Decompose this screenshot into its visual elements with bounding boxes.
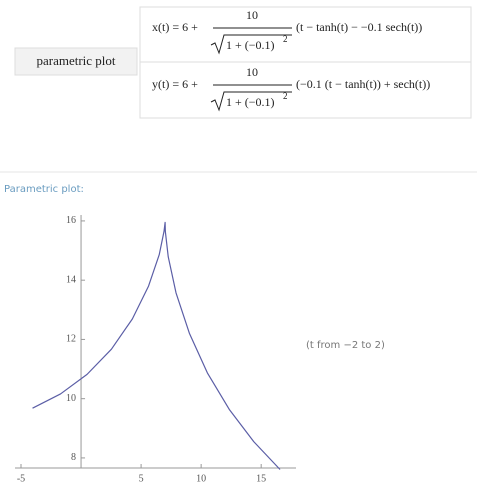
x-tick-label: 15 — [256, 473, 266, 484]
lhs: x(t) = 6 + — [152, 20, 198, 34]
curve — [32, 221, 281, 470]
button-label[interactable]: parametric plot — [36, 53, 115, 68]
formula-x: x(t) = 6 + 10 1 + (−0.1) 2 (t − tanh(t) … — [152, 8, 422, 55]
rhs: (−0.1 (t − tanh(t)) + sech(t)) — [296, 77, 430, 91]
radicand: 1 + (−0.1) — [226, 38, 275, 52]
x-tick-label: -5 — [17, 473, 25, 484]
exponent: 2 — [283, 34, 288, 44]
y-tick-label: 8 — [71, 452, 76, 463]
x-tick-label: 5 — [139, 473, 144, 484]
exponent: 2 — [283, 91, 288, 101]
plot: -5 5 10 15 8 10 12 14 16 — [15, 215, 296, 484]
y-tick-label: 10 — [66, 393, 76, 404]
annotation: (t from −2 to 2) — [306, 340, 385, 351]
radical — [210, 91, 292, 112]
radical — [210, 34, 292, 55]
y-tick-label: 16 — [66, 215, 76, 226]
input-button[interactable] — [14, 47, 138, 76]
radicand: 1 + (−0.1) — [226, 95, 275, 109]
numerator: 10 — [246, 8, 258, 22]
x-tick-label: 10 — [196, 473, 206, 484]
y-tick-label: 14 — [66, 274, 76, 285]
rhs: (t − tanh(t) − −0.1 sech(t)) — [296, 20, 422, 34]
lhs: y(t) = 6 + — [152, 77, 198, 91]
y-tick-label: 12 — [66, 334, 76, 345]
numerator: 10 — [246, 65, 258, 79]
formula-y: y(t) = 6 + 10 1 + (−0.1) 2 (−0.1 (t − ta… — [152, 65, 430, 112]
pod-title: Parametric plot: — [4, 184, 84, 195]
